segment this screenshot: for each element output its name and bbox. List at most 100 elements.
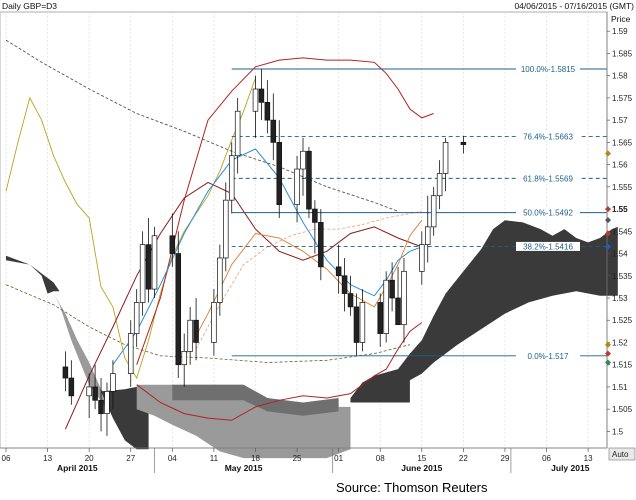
candle-up: [127, 333, 134, 374]
candle-up: [133, 302, 140, 334]
candle-up: [383, 279, 389, 334]
axis-marker: [605, 243, 611, 250]
x-tick-label: 04: [168, 454, 177, 463]
x-tick-label: 20: [85, 454, 94, 463]
y-tick-label: 1.535: [612, 272, 633, 281]
x-tick-label: 29: [501, 454, 510, 463]
fib-label: 76.4%-1.5663: [523, 133, 573, 142]
axis-marker: [605, 230, 611, 237]
price-axis-label: Price: [611, 14, 631, 24]
date-range: 04/06/2015 - 07/16/2015 (GMT): [514, 1, 634, 11]
lower-moving-average-line: [5, 284, 410, 363]
fib-label: 50.0%-1.5492: [523, 209, 573, 218]
candle-up: [217, 257, 223, 303]
fib-label: 38.2%-1.5416: [523, 242, 573, 251]
x-tick-label: 27: [126, 454, 135, 463]
current-value-label: 1.55: [612, 205, 628, 214]
month-label: April 2015: [57, 463, 98, 473]
candle-down: [258, 88, 265, 103]
chart-title: Daily GBP=D3: [2, 1, 57, 11]
candle-down: [264, 101, 271, 121]
auto-scale-label: Auto: [612, 450, 629, 459]
x-tick-label: 11: [210, 454, 219, 463]
date-axis: 06 13 20 27 04 11 18 25 01 08 15 22 29 06 13 April 2015…: [0, 447, 607, 473]
auto-scale-button[interactable]: Auto: [608, 447, 636, 461]
candle-down: [169, 235, 176, 254]
candle-down: [389, 279, 395, 299]
candle-up: [86, 386, 92, 397]
candle-down: [353, 306, 360, 343]
fib-label: 0.0%-1.517: [528, 352, 569, 361]
candle-up: [104, 391, 110, 414]
y-tick-label: 1.56: [612, 161, 628, 170]
axis-marker: [605, 341, 611, 348]
candle-up: [359, 302, 366, 343]
upper-band-line: [136, 57, 434, 365]
axis-marker: [605, 350, 611, 357]
candle-up: [228, 155, 235, 201]
x-tick-label: 18: [251, 454, 260, 463]
x-tick-label: 13: [584, 454, 593, 463]
candle-down: [62, 366, 69, 379]
y-tick-label: 1.525: [612, 316, 633, 325]
month-label: June 2015: [401, 463, 442, 473]
fib-label-bg: [516, 173, 580, 183]
candle-down: [92, 386, 98, 401]
y-tick-label: 1.585: [612, 49, 633, 58]
candle-down: [193, 319, 199, 343]
candle-up: [401, 270, 407, 326]
x-tick-label: 06: [2, 454, 11, 463]
orange-line-1: [183, 219, 423, 359]
candle-up: [419, 244, 425, 272]
x-tick-label: 13: [43, 454, 52, 463]
candle-up: [252, 88, 259, 112]
y-tick-label: 1.505: [612, 405, 633, 414]
price-axis: 1.59 1.585 1.58 1.575 1.57 1.565 1.56 1.555 1.55…: [605, 12, 633, 448]
y-tick-label: 1.575: [612, 94, 633, 103]
candlestick-series: [62, 68, 467, 436]
y-tick-label: 1.545: [612, 227, 633, 236]
candle-up: [424, 226, 431, 245]
y-tick-label: 1.52: [612, 338, 628, 347]
fibonacci-levels: 100.0%-1.5815 76.4%-1.5663 61.8%-1.5569 50.…: [231, 64, 607, 361]
fib-label-bg: [516, 132, 580, 142]
y-tick-label: 1.58: [612, 72, 628, 81]
candle-down: [276, 142, 282, 205]
y-tick-label: 1.53: [612, 294, 628, 303]
candle-up: [436, 173, 443, 197]
fib-label: 61.8%-1.5569: [523, 174, 573, 183]
candle-down: [395, 297, 401, 326]
candle-up: [234, 110, 241, 157]
candle-down: [460, 142, 467, 145]
y-tick-label: 1.5: [612, 427, 624, 436]
moving-average-line: [5, 39, 399, 212]
y-tick-label: 1.55: [612, 205, 628, 214]
fib-label-bg: [516, 64, 580, 74]
candle-up: [151, 235, 158, 290]
candle-up: [300, 150, 306, 170]
y-tick-label: 1.54: [612, 250, 628, 259]
candle-down: [335, 266, 342, 277]
candle-up: [181, 351, 187, 366]
month-label: July 2015: [551, 463, 590, 473]
x-tick-label: 25: [293, 454, 302, 463]
y-tick-label: 1.565: [612, 138, 633, 147]
cloud-dark-left: [6, 255, 60, 294]
candle-down: [341, 275, 348, 294]
month-label: May 2015: [225, 463, 263, 473]
axis-marker: [605, 217, 611, 224]
x-tick-label: 01: [334, 454, 343, 463]
y-tick-label: 1.515: [612, 361, 633, 370]
candle-up: [430, 195, 437, 228]
candle-down: [312, 208, 318, 223]
x-tick-label: 22: [459, 454, 468, 463]
candle-up: [442, 142, 449, 174]
y-tick-label: 1.59: [612, 27, 628, 36]
source-credit: Source: Thomson Reuters: [336, 480, 488, 495]
candle-down: [98, 399, 104, 414]
candle-down: [377, 302, 383, 334]
cloud-dark-middle: [172, 384, 339, 416]
kijun-line: [64, 181, 422, 430]
axis-marker: [605, 150, 611, 157]
